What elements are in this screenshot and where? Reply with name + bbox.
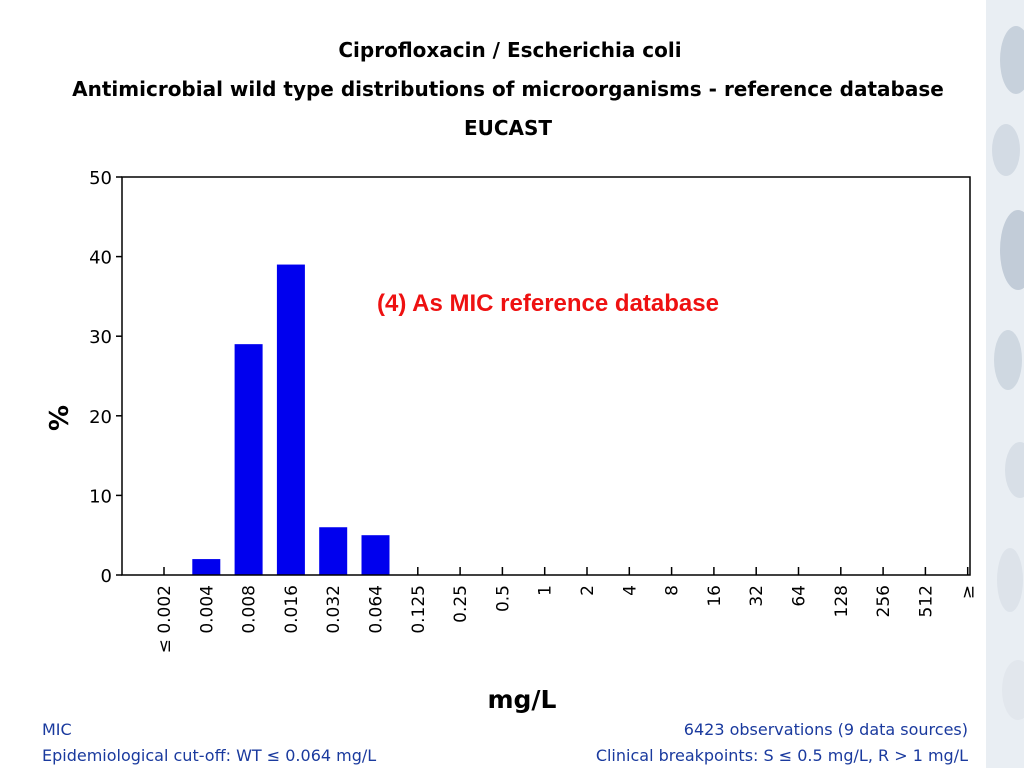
- x-tick-label: 0.004: [197, 585, 217, 634]
- y-tick-label: 40: [89, 248, 112, 269]
- bar-series: [192, 264, 390, 575]
- footer-observations: 6423 observations (9 data sources): [684, 720, 968, 739]
- x-tick-label: 2: [578, 585, 598, 596]
- x-tick-label: 0.125: [409, 585, 429, 634]
- bar-0.064: [361, 535, 390, 575]
- x-tick-label: 512: [916, 585, 936, 617]
- x-tick-label: 1: [536, 585, 556, 596]
- x-tick-label: 32: [747, 585, 767, 607]
- y-axis-ticks: 0 10 20 30 40 50: [89, 168, 122, 587]
- x-tick-label: 0.25: [451, 585, 471, 623]
- y-tick-label: 30: [89, 327, 112, 348]
- y-axis-label: %: [45, 405, 75, 431]
- chart-subtitle: Antimicrobial wild type distributions of…: [72, 77, 944, 101]
- bar-0.016: [276, 264, 305, 575]
- plot-frame: [121, 176, 971, 576]
- x-tick-label: 0.016: [282, 585, 302, 634]
- bar-0.032: [319, 527, 348, 575]
- footer-mic-label: MIC: [42, 720, 72, 739]
- x-tick-label: 64: [790, 585, 810, 607]
- x-tick-label: 128: [832, 585, 852, 617]
- x-tick-label: ≤ 0.002: [155, 585, 175, 653]
- x-tick-label: 256: [874, 585, 894, 617]
- y-tick-label: 10: [89, 486, 112, 507]
- chart-title: Ciprofloxacin / Escherichia coli: [338, 38, 681, 62]
- x-axis-ticks: ≤ 0.002 0.004 0.008 0.016 0.032 0.064 0.125 0.2…: [155, 567, 979, 653]
- bar-0.008: [234, 344, 263, 575]
- decorative-edge-pattern: [986, 0, 1024, 768]
- y-tick-label: 20: [89, 407, 112, 428]
- footer-ecoff: Epidemiological cut-off: WT ≤ 0.064 mg/L: [42, 746, 376, 765]
- x-tick-label: 8: [663, 585, 683, 596]
- chart-source: EUCAST: [464, 116, 552, 140]
- x-tick-label: 4: [620, 585, 640, 596]
- y-tick-label: 50: [89, 168, 112, 189]
- x-axis-label: mg/L: [487, 685, 556, 714]
- x-tick-label: ≥: [959, 585, 979, 599]
- x-tick-label: 0.064: [367, 585, 387, 634]
- bar-0.004: [192, 559, 221, 575]
- chart-annotation: (4) As MIC reference database: [377, 290, 719, 317]
- footer-breakpoints: Clinical breakpoints: S ≤ 0.5 mg/L, R > …: [596, 746, 968, 765]
- x-tick-label: 0.008: [240, 585, 260, 634]
- x-tick-label: 0.5: [493, 585, 513, 612]
- x-tick-label: 16: [705, 585, 725, 607]
- y-tick-label: 0: [101, 566, 112, 587]
- x-tick-label: 0.032: [324, 585, 344, 634]
